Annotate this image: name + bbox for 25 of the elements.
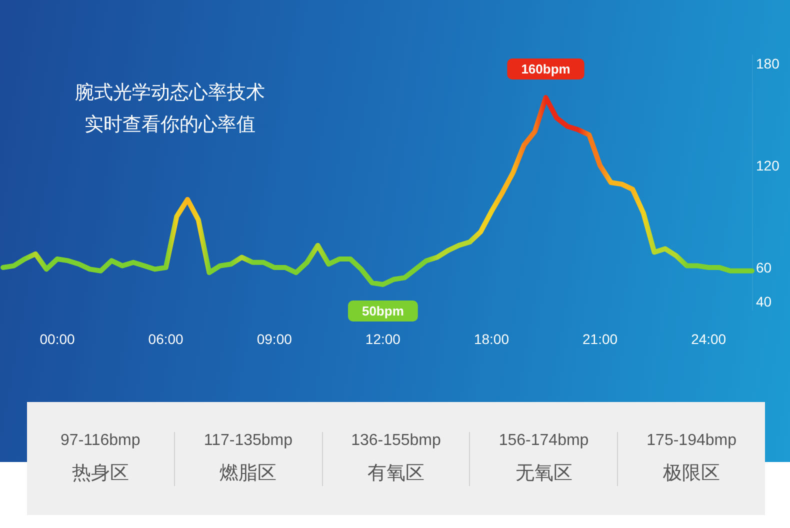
y-tick-label: 120 bbox=[756, 158, 780, 174]
data-label: 50bpm bbox=[362, 304, 404, 318]
x-tick-label: 24:00 bbox=[691, 331, 726, 347]
text: 136-155bmp bbox=[350, 432, 442, 450]
data-label: 160bpm bbox=[521, 62, 570, 76]
text: 无氧区 bbox=[514, 460, 574, 486]
text: 97-116bmp bbox=[60, 432, 142, 450]
x-tick-label: 18:00 bbox=[474, 331, 510, 347]
y-tick-label: 180 bbox=[756, 56, 780, 72]
text: 极限区 bbox=[662, 460, 722, 486]
x-tick-label: 00:00 bbox=[40, 331, 75, 347]
text: 腕式光学动态心率技术 bbox=[75, 82, 265, 104]
text: 有氧区 bbox=[366, 460, 426, 486]
x-tick-label: 12:00 bbox=[365, 331, 401, 347]
x-tick-label: 09:00 bbox=[256, 331, 292, 347]
x-tick-label: 06:00 bbox=[148, 331, 184, 347]
y-tick-label: 60 bbox=[756, 260, 772, 276]
text: 175-194bmp bbox=[646, 432, 738, 450]
x-tick-label: 21:00 bbox=[582, 331, 618, 347]
text: 156-174bmp bbox=[498, 432, 590, 450]
text: 117-135bmp bbox=[202, 432, 294, 450]
text: 热身区 bbox=[70, 460, 130, 486]
y-tick-label: 40 bbox=[756, 294, 772, 310]
text: 燃脂区 bbox=[218, 460, 278, 486]
text: 实时查看你的心率值 bbox=[84, 114, 256, 136]
